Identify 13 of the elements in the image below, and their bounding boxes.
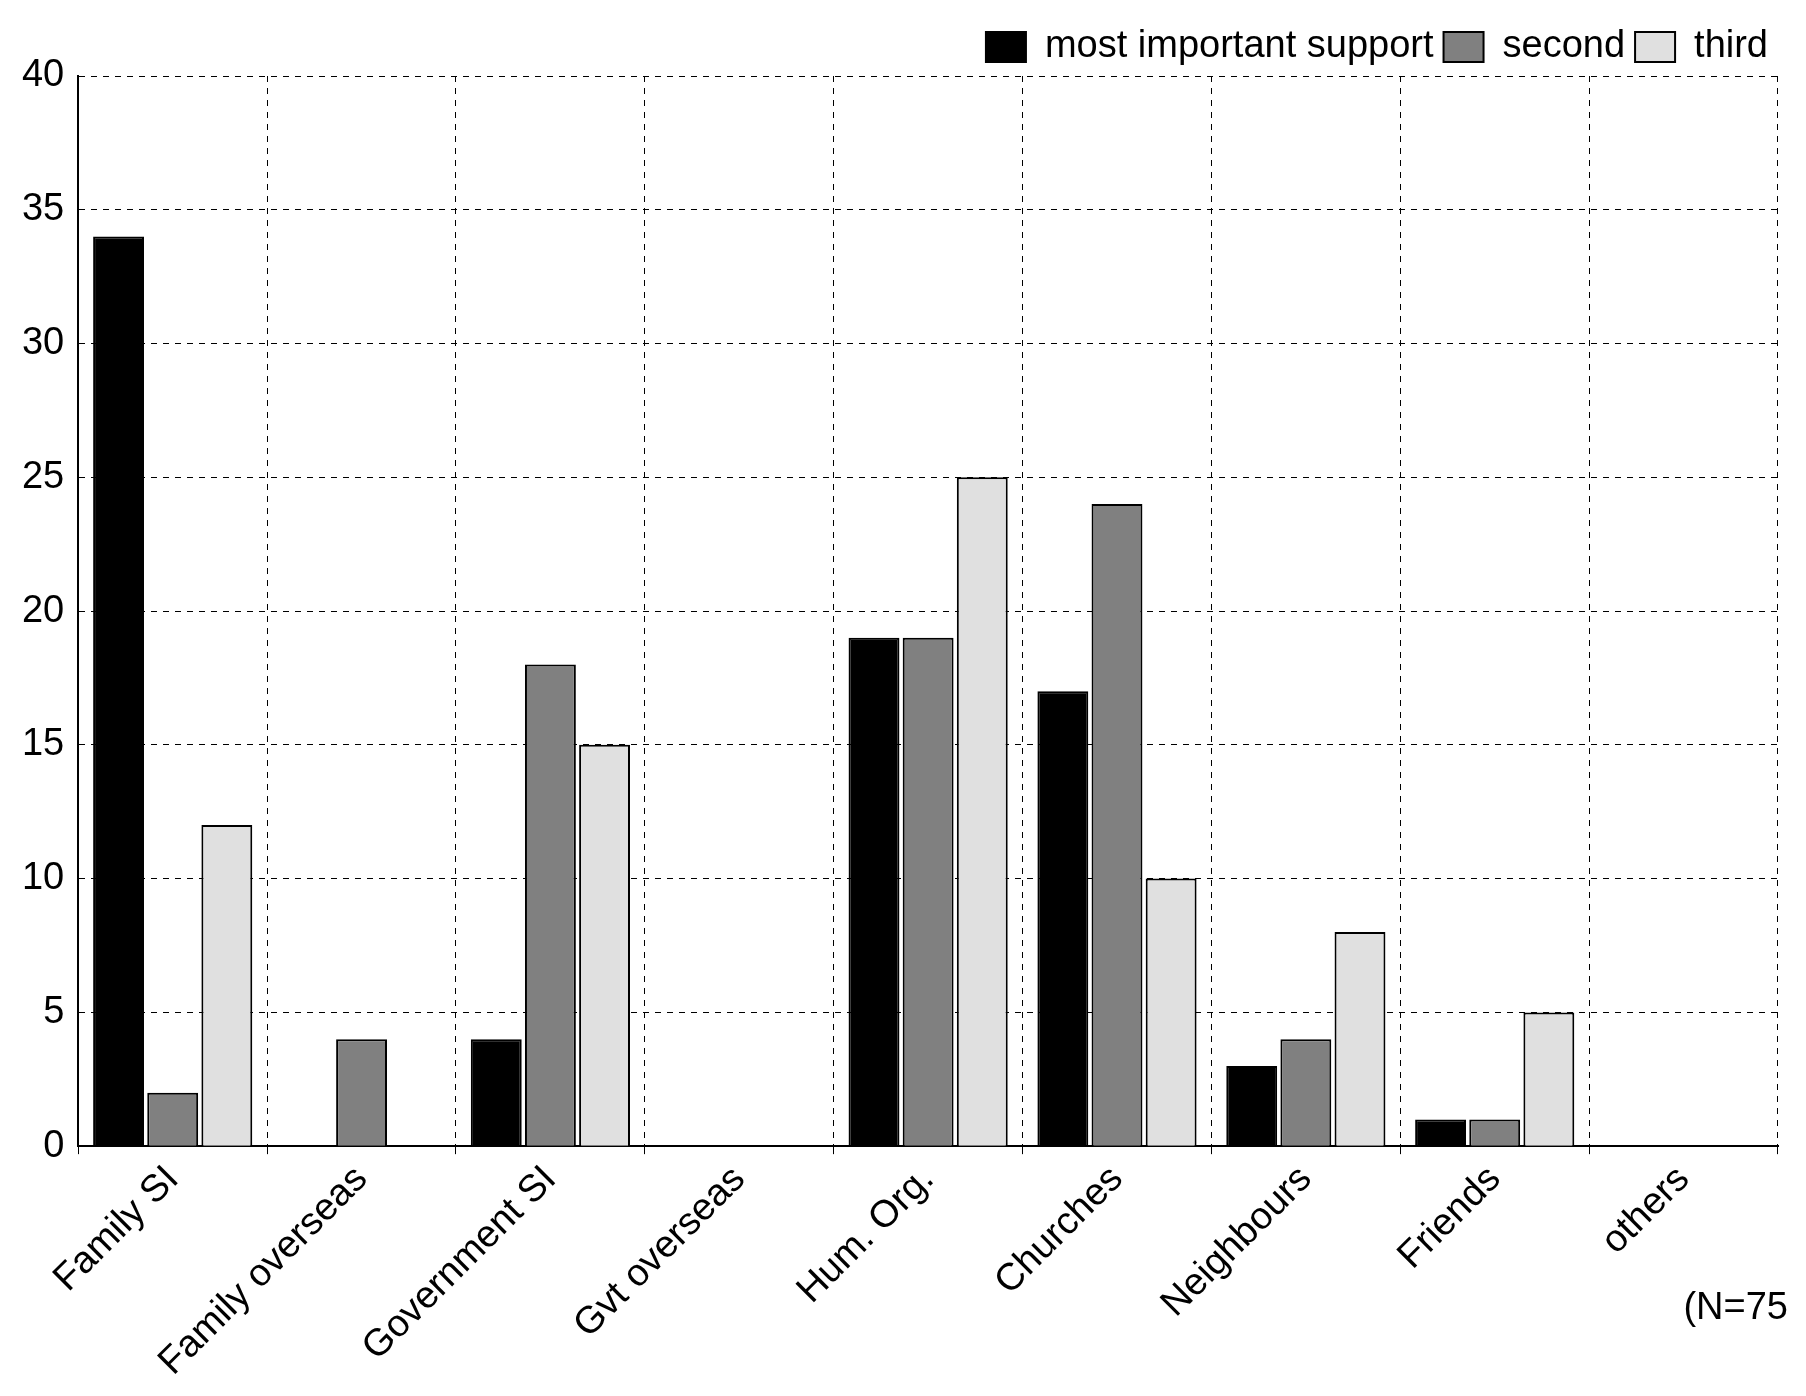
legend-label: third — [1694, 23, 1768, 66]
y-tick-label: 5 — [43, 988, 65, 1031]
y-tick-label: 30 — [21, 320, 65, 363]
text: (N=75 — [1683, 1285, 1788, 1328]
y-tick-label: 25 — [21, 453, 65, 496]
y-tick-label: 15 — [21, 721, 65, 764]
legend-label: second — [1502, 23, 1626, 66]
y-tick-label: 0 — [43, 1122, 65, 1165]
y-tick-label: 35 — [21, 186, 65, 229]
y-tick-label: 10 — [21, 855, 65, 898]
y-tick-label: 40 — [21, 52, 65, 95]
legend-label: most important support — [1044, 23, 1434, 66]
y-tick-label: 20 — [21, 587, 65, 630]
